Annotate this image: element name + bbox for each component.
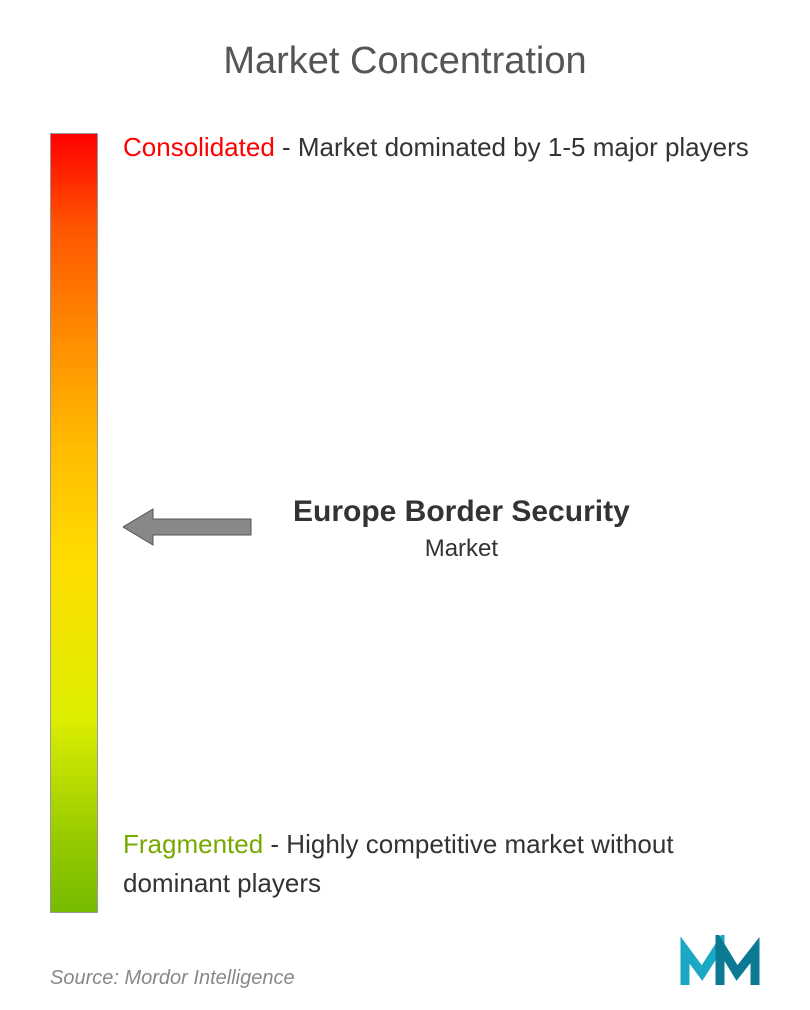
marker-subtitle: Market xyxy=(293,535,630,563)
marker-title: Europe Border Security xyxy=(293,492,630,531)
fragmented-label: Fragmented - Highly competitive market w… xyxy=(123,825,760,903)
chart-content: Consolidated - Market dominated by 1-5 m… xyxy=(50,133,760,913)
market-marker: Europe Border Security Market xyxy=(123,492,630,563)
consolidated-desc: - Market dominated by 1-5 major players xyxy=(282,132,749,162)
source-text: Source: Mordor Intelligence xyxy=(50,967,295,990)
concentration-gradient-bar xyxy=(50,133,98,913)
fragmented-key: Fragmented xyxy=(123,829,263,859)
footer: Source: Mordor Intelligence xyxy=(50,935,760,990)
marker-text: Europe Border Security Market xyxy=(293,492,630,563)
chart-title: Market Concentration xyxy=(50,40,760,83)
mordor-logo-icon xyxy=(680,935,760,990)
arrow-left-icon xyxy=(123,507,253,547)
labels-area: Consolidated - Market dominated by 1-5 m… xyxy=(98,133,760,913)
consolidated-label: Consolidated - Market dominated by 1-5 m… xyxy=(123,128,760,167)
consolidated-key: Consolidated xyxy=(123,132,275,162)
